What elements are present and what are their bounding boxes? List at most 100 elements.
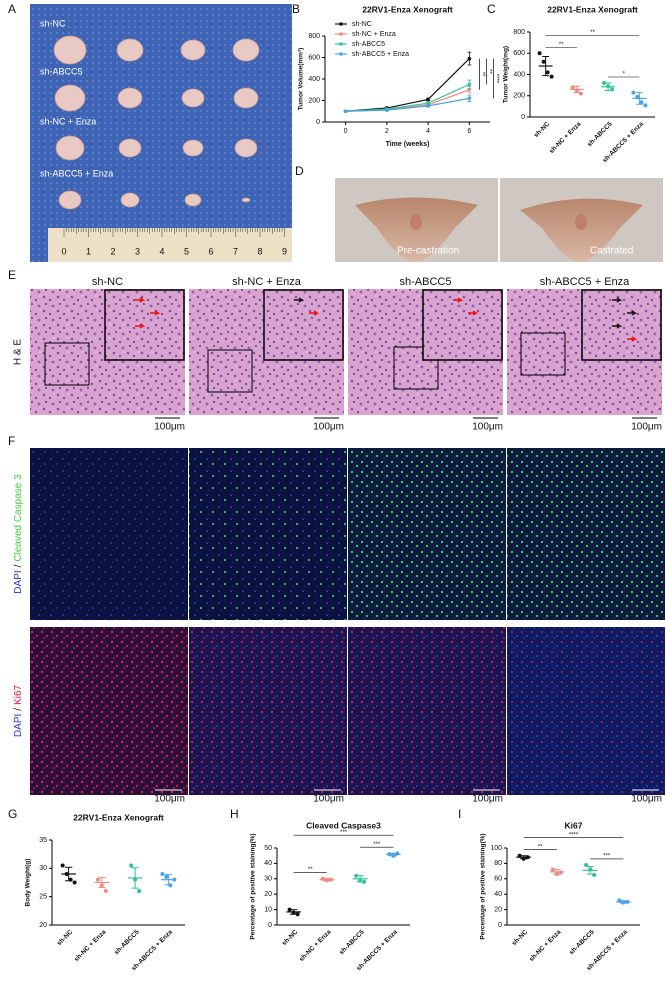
y-tick-label: 25 — [39, 894, 47, 901]
fluorescence-image — [189, 627, 347, 795]
y-tick-label: 20 — [264, 891, 272, 898]
fluorescence-image — [30, 627, 188, 795]
series-line — [345, 58, 470, 112]
scale-label: 100μm — [313, 794, 344, 805]
x-tick-label: sh-NC — [533, 120, 552, 139]
stain-label: DAPI — [13, 570, 24, 593]
data-point — [578, 91, 583, 96]
y-tick-label: 35 — [39, 837, 47, 844]
data-point — [602, 81, 607, 85]
arrow — [468, 310, 479, 316]
row-label: H & E — [13, 339, 24, 365]
scale-label: 100μm — [472, 422, 503, 433]
marker — [467, 56, 472, 61]
arrow — [294, 297, 305, 303]
legend-label: sh-ABCC5 — [352, 41, 385, 48]
marker-label: Cleaved Caspase 3 — [13, 474, 24, 562]
tumor — [117, 87, 143, 109]
ruler-number: 1 — [86, 246, 91, 256]
column-header: sh-NC — [92, 276, 123, 288]
data-point — [621, 900, 626, 905]
marker — [385, 108, 389, 112]
data-point — [99, 883, 104, 888]
column-header: sh-NC + Enza — [232, 276, 302, 288]
marker — [467, 96, 472, 101]
y-tick-label: 400 — [308, 76, 320, 83]
data-point — [295, 912, 300, 917]
data-point — [549, 74, 554, 79]
y-tick-label: 80 — [494, 860, 502, 867]
photo-label: Castrated — [590, 246, 633, 257]
data-point — [137, 889, 142, 893]
y-tick-label: 200 — [513, 93, 525, 100]
tumor — [116, 38, 144, 62]
fluorescence-image — [507, 448, 665, 620]
arrow — [309, 310, 320, 316]
chart-title: Cleaved Caspase3 — [306, 820, 381, 830]
x-tick-label: 0 — [344, 128, 348, 135]
inset — [263, 289, 344, 361]
x-tick-label: sh-ABCC5 — [113, 928, 141, 956]
y-axis-label: Percentage of positive staining(%) — [480, 833, 487, 939]
data-point — [521, 856, 526, 861]
fluorescence-image — [30, 448, 188, 620]
column-header: sh-ABCC5 — [400, 276, 452, 288]
legend-label: sh-ABCC5 + Enza — [352, 51, 409, 58]
x-tick-label: sh-NC + Enza — [73, 928, 108, 963]
x-tick-label: 4 — [426, 128, 430, 135]
panel-label: E — [8, 268, 16, 282]
panel-label: F — [8, 434, 15, 448]
data-point — [610, 87, 615, 92]
panel-label: H — [230, 807, 239, 821]
significance-label: ** — [308, 867, 313, 873]
group-label: sh-NC — [40, 18, 66, 28]
data-point — [643, 103, 648, 108]
chart-title: 22RV1-Enza Xenograft — [547, 4, 638, 14]
marker — [343, 109, 348, 114]
arrow — [612, 323, 623, 329]
ruler-number: 2 — [110, 246, 115, 256]
legend-label: sh-NC + Enza — [352, 31, 396, 38]
data-point — [133, 877, 138, 882]
data-point — [584, 862, 589, 867]
marker — [426, 97, 430, 102]
x-tick-label: 6 — [467, 128, 471, 135]
region-box — [393, 346, 439, 390]
tumor — [233, 87, 259, 109]
marker — [426, 101, 430, 105]
mouse-detail — [410, 214, 422, 230]
data-point — [387, 852, 392, 857]
data-point — [588, 867, 593, 872]
data-point — [391, 853, 396, 858]
significance-label: ** — [538, 844, 543, 850]
arrow — [135, 297, 146, 303]
arrow — [135, 323, 146, 329]
data-point — [328, 877, 333, 882]
tumor — [58, 190, 82, 210]
y-tick-label: 200 — [308, 97, 320, 104]
mouse-detail — [575, 214, 587, 230]
y-tick-label: 0 — [498, 922, 502, 929]
ruler-number: 7 — [233, 246, 238, 256]
scale-label: 100μm — [154, 794, 185, 805]
x-tick-label: sh-NC — [56, 928, 75, 947]
region-box — [207, 349, 253, 393]
y-tick-label: 800 — [308, 33, 320, 40]
tumor — [53, 35, 87, 65]
region-box — [44, 342, 90, 386]
data-point — [525, 855, 530, 860]
y-tick-label: 50 — [264, 845, 272, 852]
data-point — [172, 877, 177, 882]
significance-label: ** — [559, 42, 564, 48]
data-point — [95, 877, 100, 882]
x-tick-label: sh-ABCC5 — [586, 120, 614, 148]
data-point — [354, 873, 359, 878]
tumor — [55, 135, 85, 161]
y-tick-label: 0 — [521, 114, 525, 121]
legend-label: sh-NC — [352, 21, 372, 28]
x-tick-label: sh-ABCC5 — [568, 928, 596, 956]
ruler-number: 9 — [282, 246, 287, 256]
legend-marker — [339, 42, 343, 46]
tumor — [54, 84, 86, 112]
